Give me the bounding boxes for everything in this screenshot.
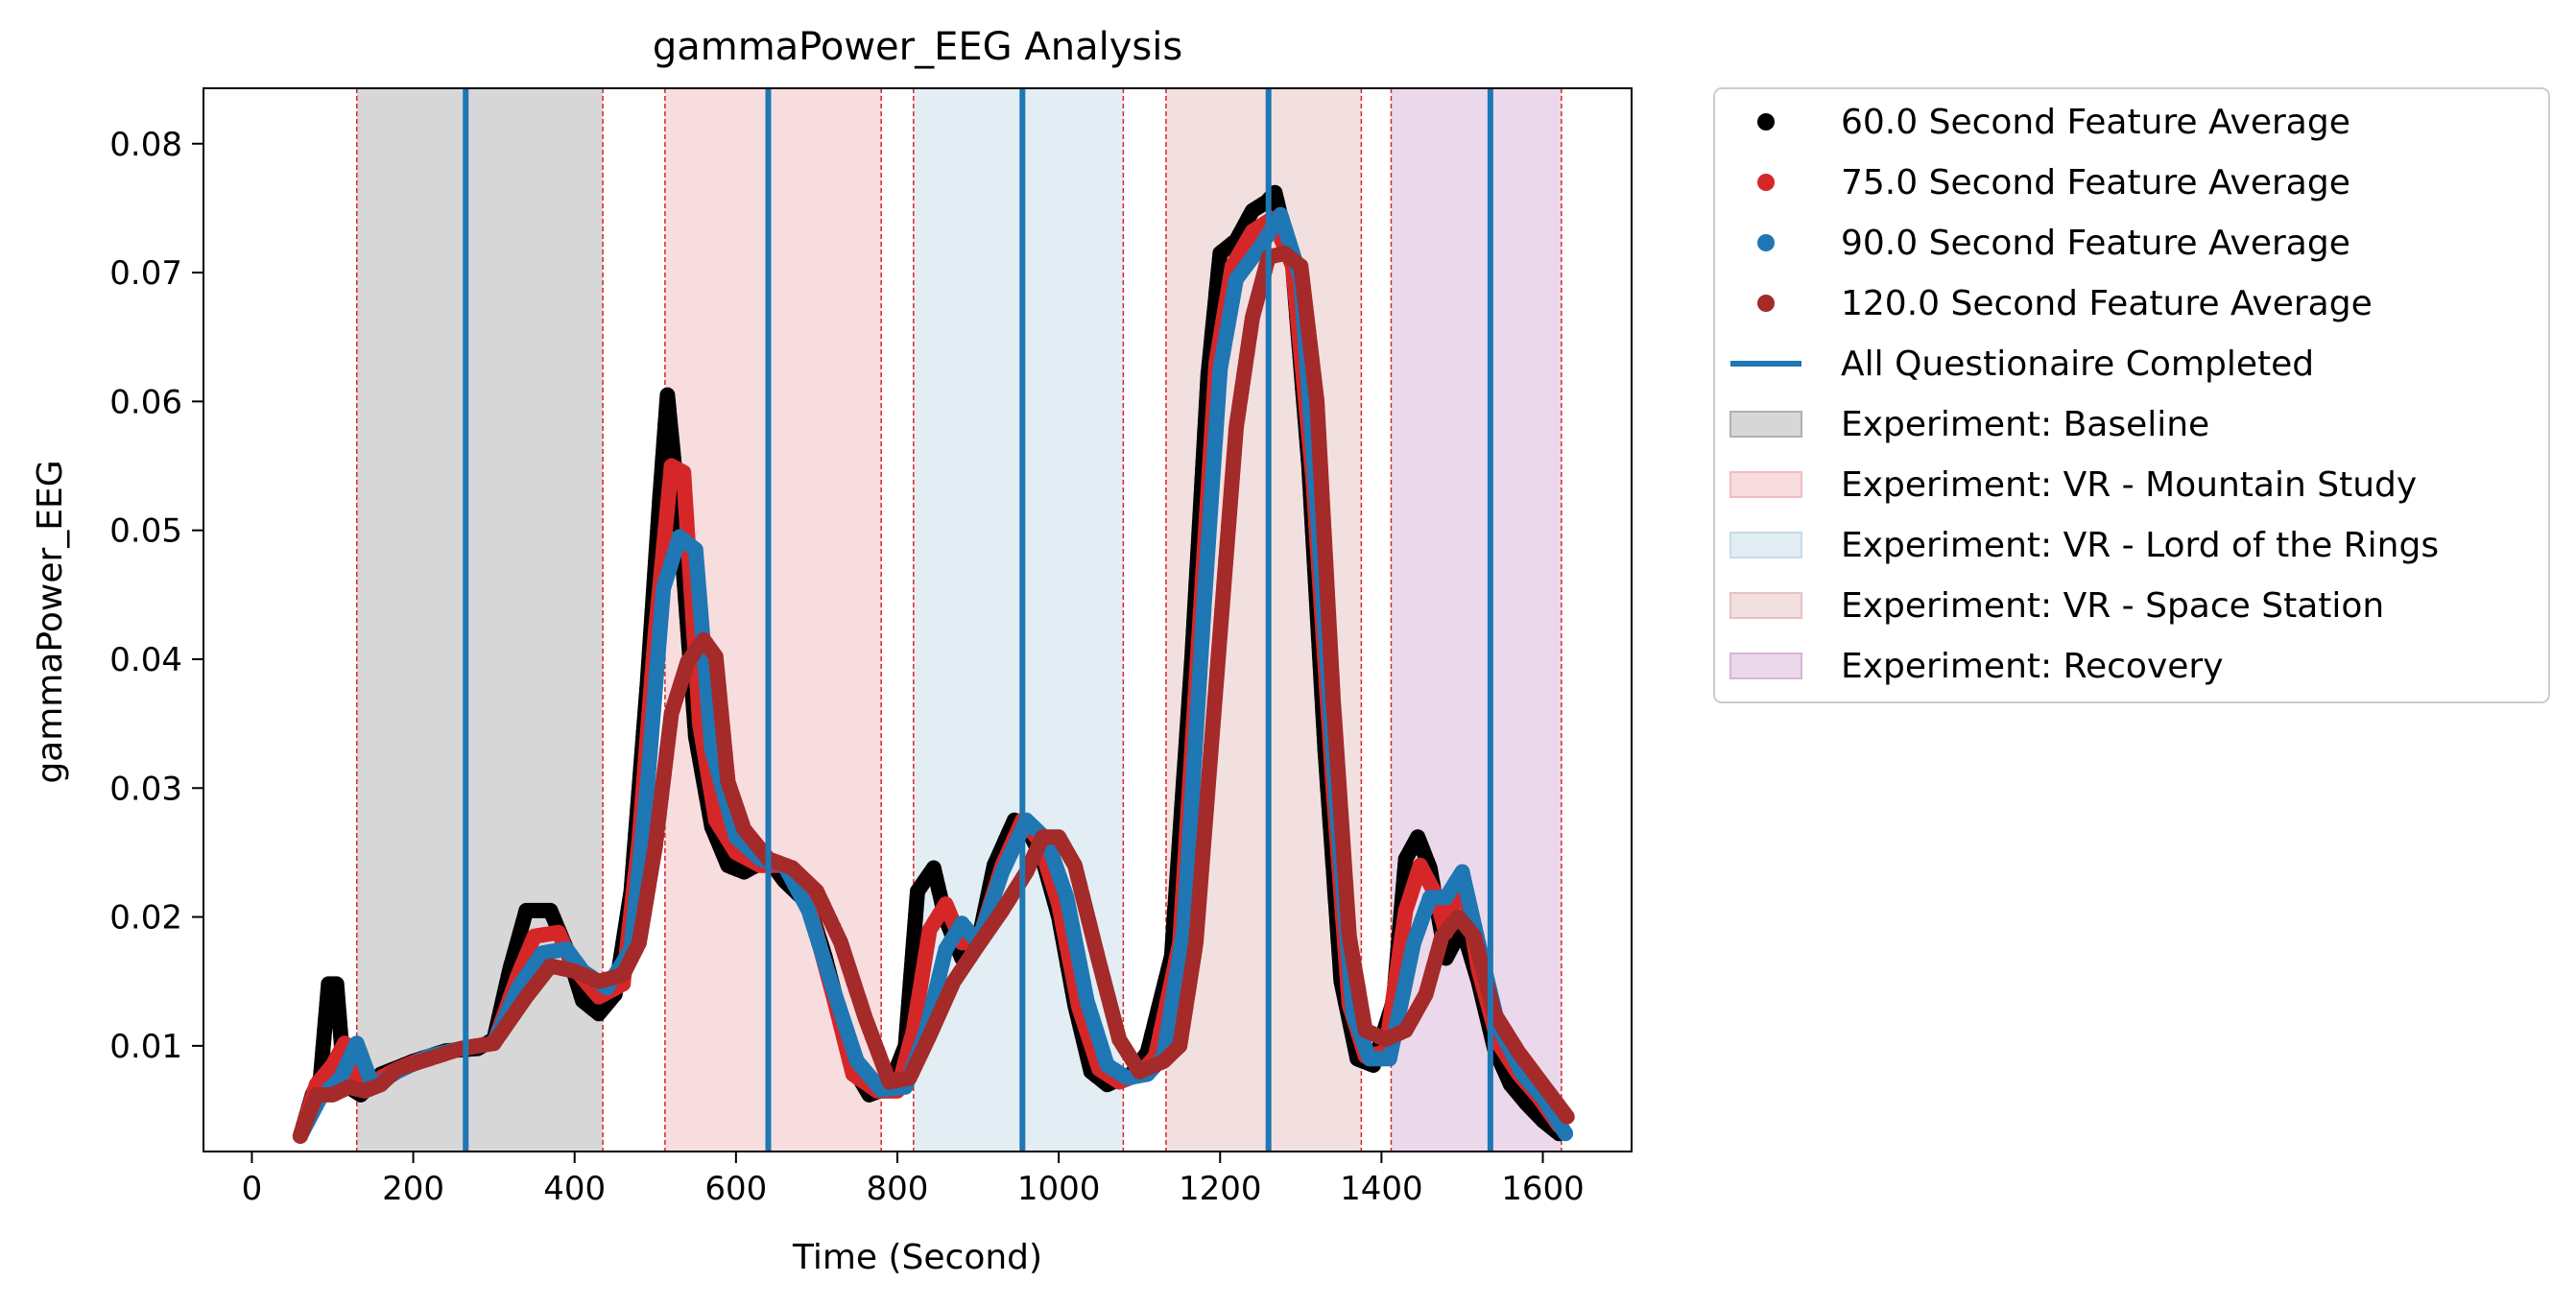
chart-title: gammaPower_EEG Analysis	[653, 25, 1182, 69]
experiment-span-0	[356, 88, 604, 1152]
data-series	[292, 184, 1575, 1144]
